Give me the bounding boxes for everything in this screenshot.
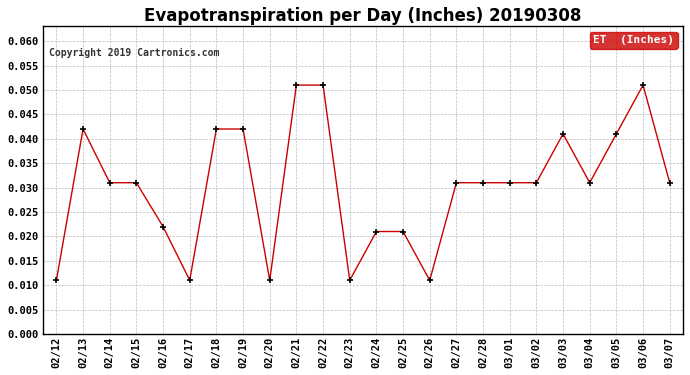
Title: Evapotranspiration per Day (Inches) 20190308: Evapotranspiration per Day (Inches) 2019…	[144, 7, 582, 25]
Legend: ET  (Inches): ET (Inches)	[590, 32, 678, 49]
Text: Copyright 2019 Cartronics.com: Copyright 2019 Cartronics.com	[50, 48, 220, 58]
